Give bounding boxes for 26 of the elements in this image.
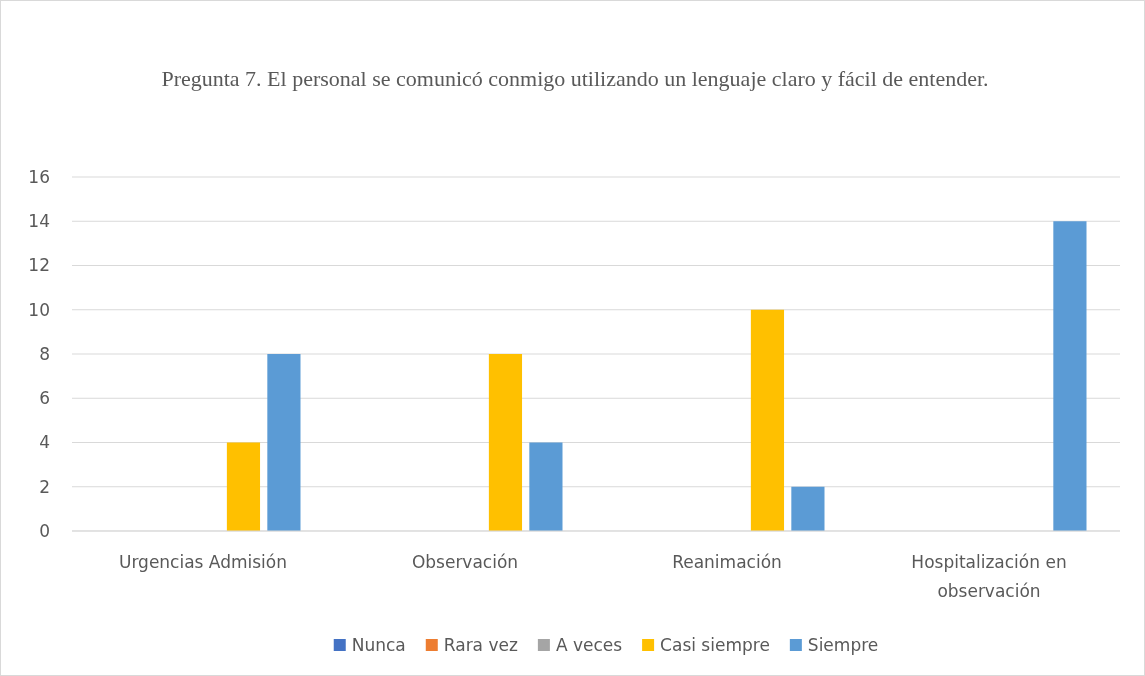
y-tick-label: 8	[39, 343, 50, 364]
bar	[267, 354, 301, 531]
legend-label: Rara vez	[443, 635, 518, 655]
legend-label: Casi siempre	[660, 635, 770, 655]
y-tick-label: 10	[28, 299, 50, 320]
y-tick-label: 6	[39, 388, 50, 409]
y-tick-label: 14	[28, 211, 50, 232]
x-tick-label: Reanimación	[672, 552, 782, 572]
bar	[1053, 221, 1087, 531]
chart-title: Pregunta 7. El personal se comunicó conmigo utilizando un lenguaje claro y fácil de entender.	[161, 66, 989, 91]
bar	[226, 442, 261, 531]
legend-label: Siempre	[807, 635, 879, 655]
x-tick-label: Hospitalización en observación	[911, 552, 1067, 601]
x-tick-label: Observación	[411, 552, 519, 572]
legend-label: A veces	[555, 635, 623, 655]
bar	[488, 354, 523, 531]
y-tick-label: 4	[39, 432, 50, 453]
x-tick-label: Urgencias Admisión	[118, 552, 288, 572]
legend-label: Nunca	[351, 635, 406, 655]
y-tick-label: 0	[39, 520, 50, 541]
bar	[750, 309, 785, 531]
bar	[529, 442, 563, 531]
y-tick-label: 2	[39, 476, 50, 497]
y-tick-label: 12	[28, 255, 50, 276]
bar	[791, 486, 825, 531]
y-tick-label: 16	[28, 166, 50, 187]
